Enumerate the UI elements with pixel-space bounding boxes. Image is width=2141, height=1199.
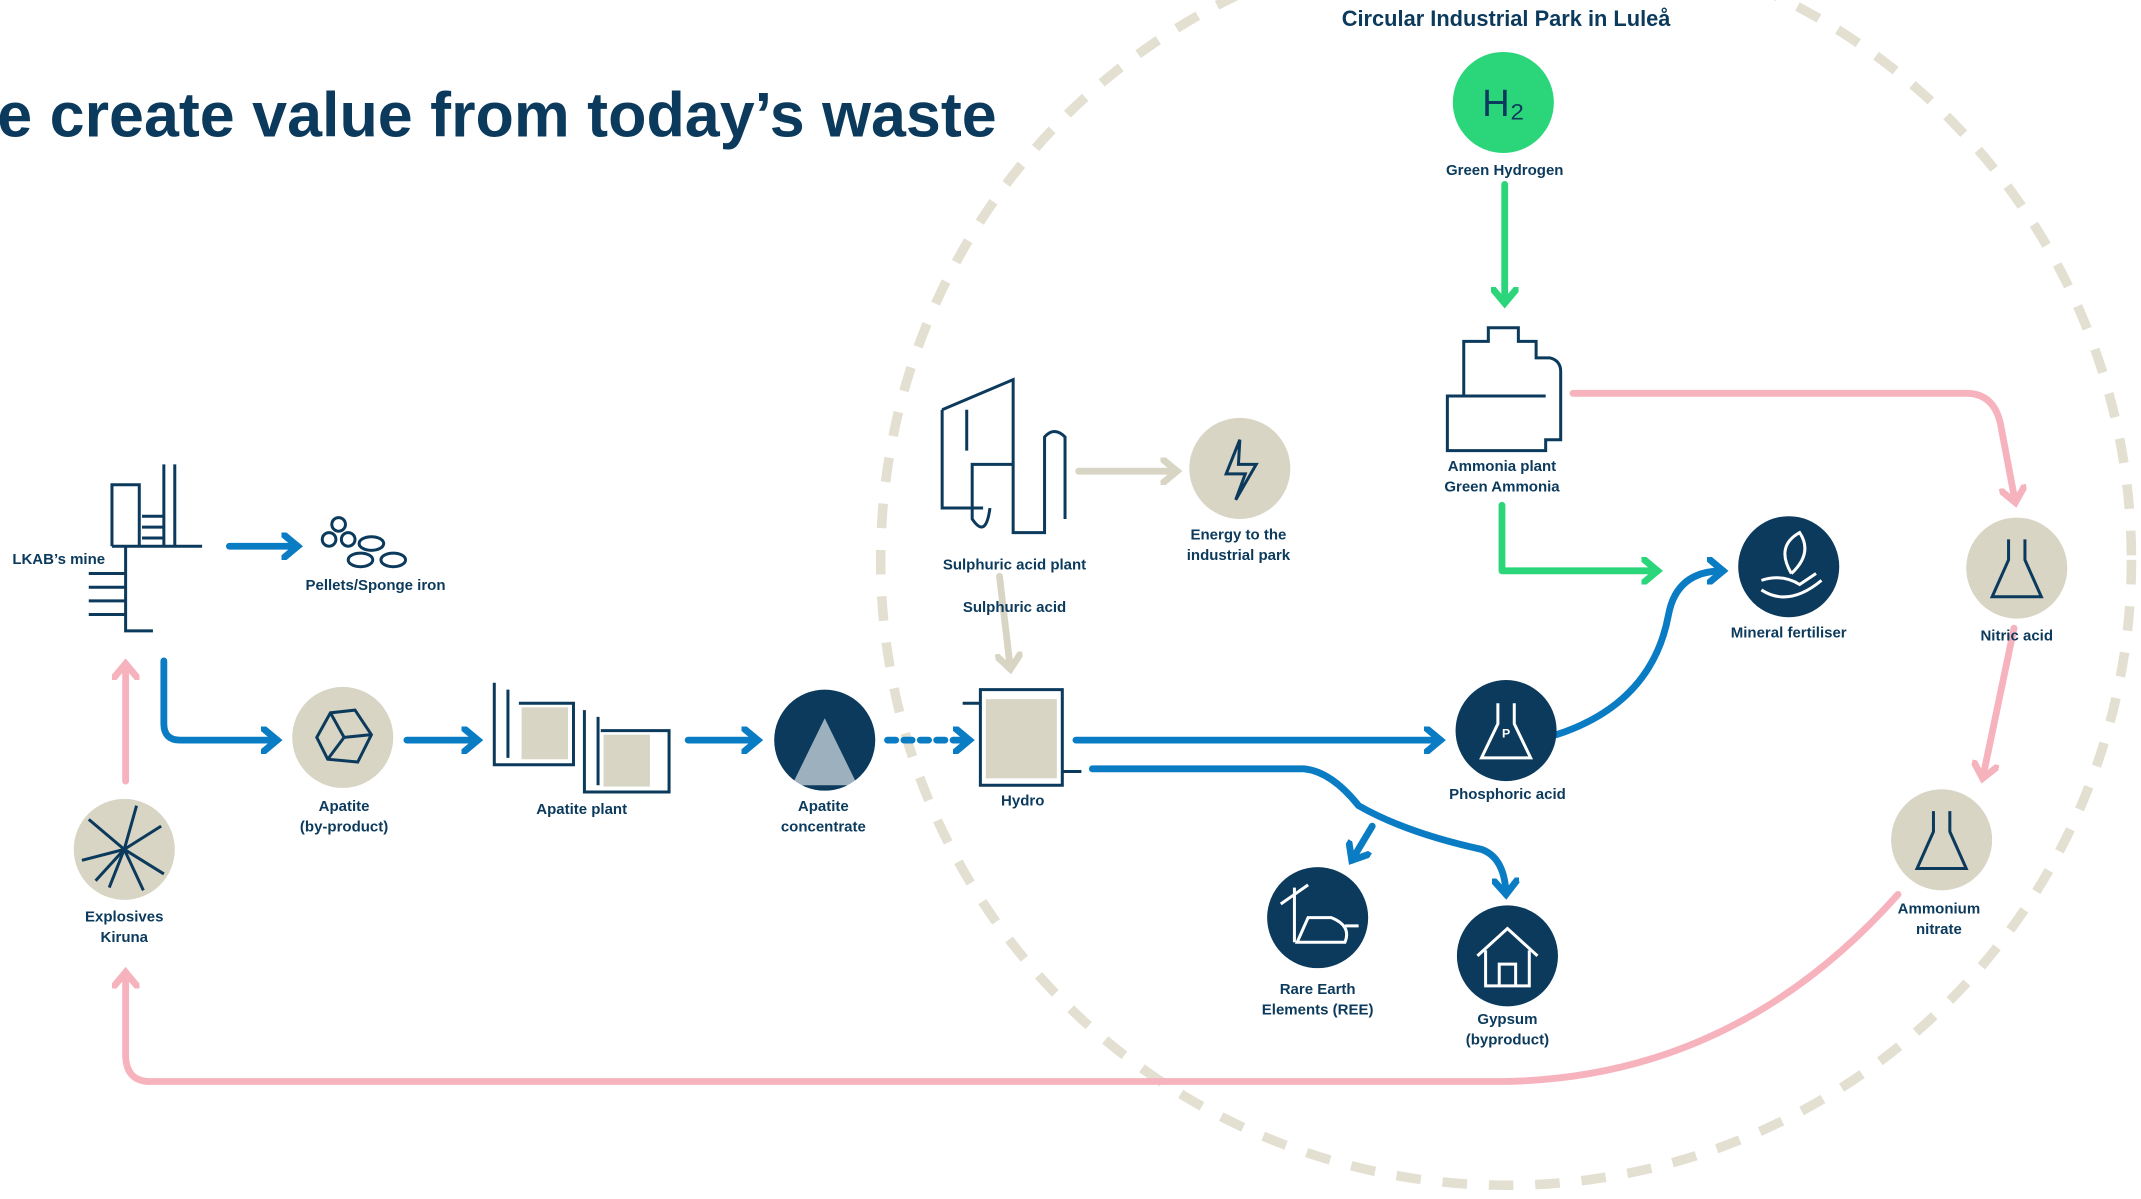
apatite-rocks	[315, 708, 374, 764]
node-label: Nitric acid	[1980, 627, 2053, 644]
node-label: industrial park	[1187, 547, 1291, 564]
bolt	[1223, 439, 1259, 501]
node-label: Sulphuric acid	[963, 599, 1066, 616]
flows	[126, 180, 2018, 1085]
flask	[1479, 703, 1534, 760]
plant-hand	[1760, 530, 1823, 599]
park-boundary	[876, 0, 2137, 1190]
node-label: nitrate	[1916, 921, 1962, 938]
hydro-fill	[985, 699, 1057, 779]
nitric-icon	[1966, 517, 2068, 619]
flow	[999, 572, 1010, 669]
flask	[1914, 811, 1969, 870]
node-label: concentrate	[781, 819, 866, 836]
flask	[1989, 539, 2044, 599]
node-label: Ammonia plant	[1448, 458, 1556, 475]
pellets-icon	[320, 516, 408, 569]
flow	[1088, 765, 1506, 895]
energy-icon	[1189, 417, 1291, 519]
hydrogen-icon	[1452, 51, 1554, 154]
node-label: Kiruna	[100, 929, 148, 946]
icons: H₂ P	[73, 51, 2068, 1007]
node-label: Green Hydrogen	[1446, 162, 1564, 179]
gypsum-icon	[1456, 905, 1558, 1007]
flow	[1553, 571, 1724, 739]
flow	[1983, 624, 2018, 778]
node-label: Apatite plant	[536, 801, 627, 818]
node-label: Gypsum	[1477, 1011, 1537, 1028]
sulphuric-plant-icon	[940, 377, 1067, 535]
wind-car	[1279, 883, 1359, 944]
node-label: Pellets/Sponge iron	[305, 577, 445, 594]
page-title: e create value from today’s waste	[0, 81, 997, 151]
node-label: Apatite	[798, 798, 849, 815]
node-label: Green Ammonia	[1444, 479, 1560, 496]
node-label: Energy to the	[1191, 526, 1287, 543]
apatite-plant-icon	[492, 682, 671, 794]
node-label: Ammonium	[1898, 901, 1981, 918]
node-label: Rare Earth	[1280, 981, 1356, 998]
flow	[1352, 822, 1376, 860]
node-label: Elements (REE)	[1262, 1002, 1374, 1019]
tank-fill	[603, 734, 650, 787]
burst	[81, 805, 165, 891]
house	[1476, 926, 1539, 988]
flow	[160, 657, 277, 740]
tank-fill	[521, 707, 569, 760]
labels: Green Hydrogen Ammonia plant Green Ammon…	[12, 162, 2053, 1049]
node-label: (byproduct)	[1466, 1032, 1549, 1049]
hydrogen-symbol: H₂	[1482, 82, 1524, 125]
node-label: Apatite	[319, 798, 370, 815]
flow	[1569, 389, 2015, 502]
node-label: Mineral fertiliser	[1731, 625, 1847, 642]
mine-icon	[88, 464, 203, 633]
ammonia-plant-icon	[1445, 326, 1563, 453]
node-label: Sulphuric acid plant	[943, 556, 1086, 573]
park-title: Circular Industrial Park in Luleå	[1342, 6, 1672, 31]
hydro-icon	[962, 688, 1082, 787]
node-label: Explosives	[85, 909, 163, 926]
node-label: Phosphoric acid	[1449, 786, 1566, 803]
flow	[126, 891, 1902, 1085]
ammonium-icon	[1891, 789, 1993, 891]
flask-letter: P	[1502, 726, 1510, 740]
flow	[1498, 501, 1658, 571]
node-label: Hydro	[1001, 793, 1044, 810]
node-label: LKAB’s mine	[12, 551, 105, 568]
node-label: (by-product)	[300, 819, 388, 836]
concentrate-pile	[791, 718, 858, 786]
